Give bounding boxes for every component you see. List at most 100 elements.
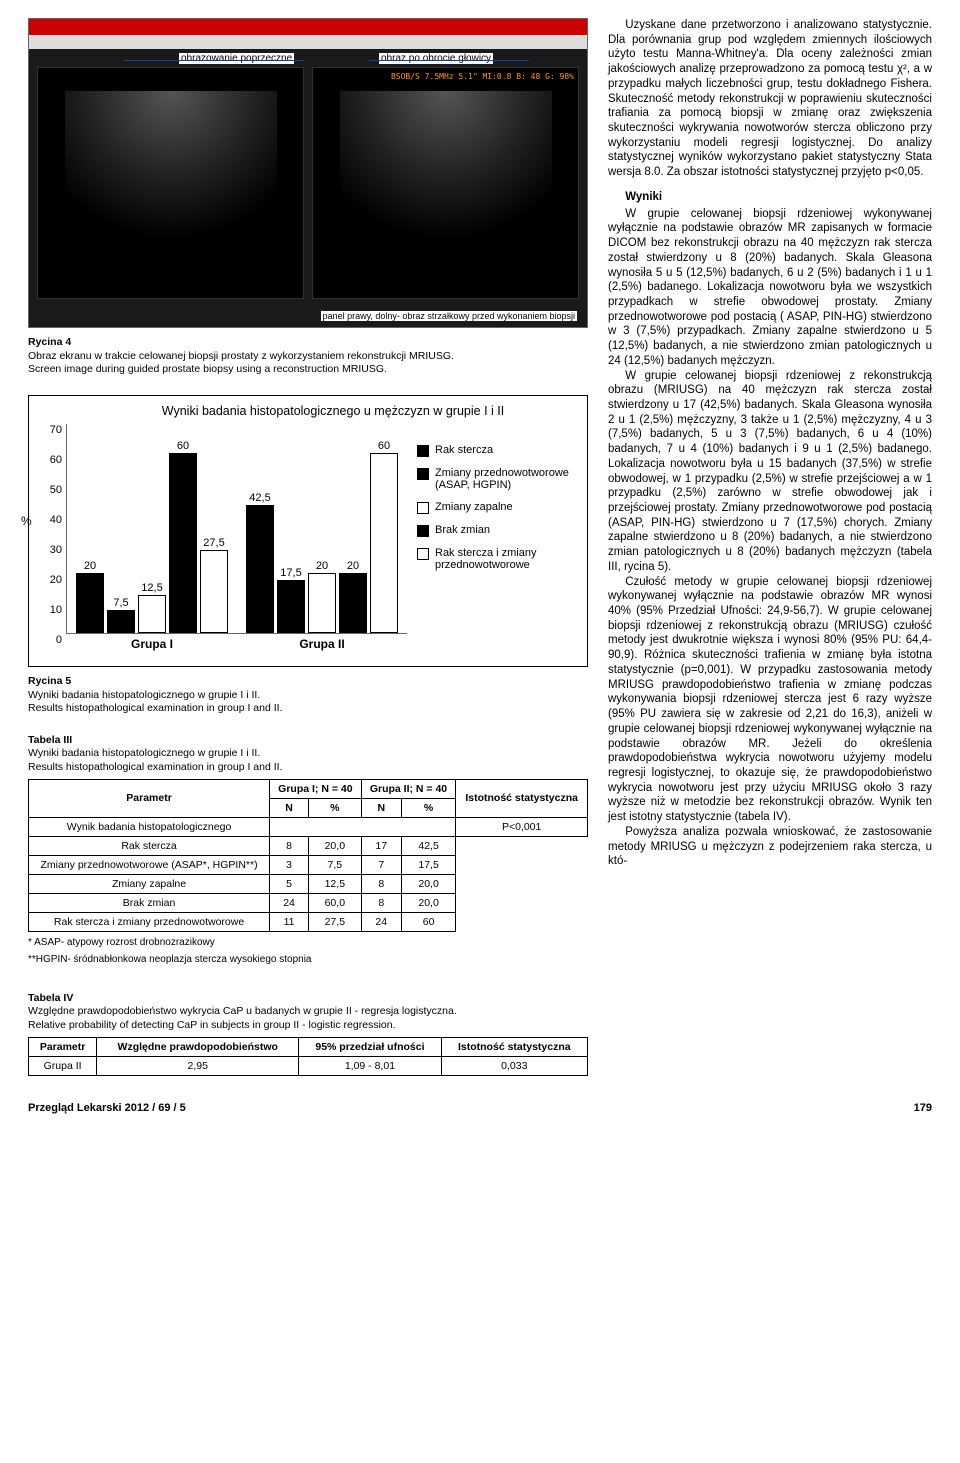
overlay-label-footer: panel prawy, dolny- obraz strzałkowy prz… xyxy=(321,311,577,321)
table-cell: 7,5 xyxy=(308,855,361,874)
bar-group: 42,517,5202060Grupa II xyxy=(237,424,407,633)
figure5-caption: Rycina 5 Wyniki badania histopatologiczn… xyxy=(28,675,588,716)
section-heading-results: Wyniki xyxy=(608,190,932,205)
table-cell: 8 xyxy=(270,836,309,855)
table3-footnote1: * ASAP- atypowy rozrost drobnozrazikowy xyxy=(28,936,588,949)
annotation-arrow xyxy=(124,60,304,61)
group-label: Grupa I xyxy=(67,637,237,651)
table3-h-sig: Istotność statystyczna xyxy=(456,779,588,817)
app-topbar xyxy=(29,19,587,35)
chart-legend: Rak stercza Zmiany przednowotworowe (ASAP… xyxy=(407,424,577,581)
chart-bar: 20 xyxy=(308,573,336,633)
table-cell: 20,0 xyxy=(308,836,361,855)
table3-sig: P<0,001 xyxy=(456,817,588,836)
figure5-caption-title: Rycina 5 xyxy=(28,675,71,687)
table-row: Brak zmian2460,0820,0 xyxy=(29,893,588,912)
figure5-caption-en: Results histopathological examination in… xyxy=(28,702,283,714)
figure4-caption: Rycina 4 Obraz ekranu w trakcie celowane… xyxy=(28,336,588,377)
table-row: Rak stercza820,01742,5 xyxy=(29,836,588,855)
y-tick: 20 xyxy=(50,574,62,586)
body-para: Powyższa analiza pozwala wnioskować, że … xyxy=(608,825,932,869)
table4-caption-title: Tabela IV xyxy=(28,992,73,1004)
chart-bar: 42,5 xyxy=(246,505,274,633)
body-para: Czułość metody w grupie celowanej biopsj… xyxy=(608,575,932,825)
table-cell: 20,0 xyxy=(401,874,455,893)
y-tick: 50 xyxy=(50,484,62,496)
annotation-arrow xyxy=(369,60,529,61)
legend-label: Rak stercza xyxy=(435,444,493,456)
table4: Parametr Względne prawdopodobieństwo 95%… xyxy=(28,1037,588,1076)
figure4-caption-title: Rycina 4 xyxy=(28,336,71,348)
table3-sub-n: N xyxy=(361,798,401,817)
table-cell: Zmiany przednowotworowe (ASAP*, HGPIN**) xyxy=(29,855,270,874)
bar-value-label: 60 xyxy=(177,440,189,452)
legend-item: Rak stercza xyxy=(417,444,577,457)
table4-h-ci: 95% przedział ufności xyxy=(299,1037,441,1056)
table-cell: 20,0 xyxy=(401,893,455,912)
table-cell: 24 xyxy=(361,912,401,931)
table-cell: 17 xyxy=(361,836,401,855)
table-row: Zmiany zapalne512,5820,0 xyxy=(29,874,588,893)
legend-swatch xyxy=(417,548,429,560)
chart-bar: 7,5 xyxy=(107,610,135,633)
legend-label: Brak zmian xyxy=(435,524,490,536)
table-cell: 12,5 xyxy=(308,874,361,893)
y-tick: 0 xyxy=(56,634,62,646)
table-cell: Brak zmian xyxy=(29,893,270,912)
ultrasound-panel-left xyxy=(37,67,304,299)
table-cell: Rak stercza i zmiany przednowotworowe xyxy=(29,912,270,931)
legend-item: Rak stercza i zmiany przednowotworowe xyxy=(417,547,577,571)
chart-bar: 12,5 xyxy=(138,595,166,633)
table4-h-param: Parametr xyxy=(29,1037,97,1056)
bar-value-label: 20 xyxy=(316,560,328,572)
y-tick: 70 xyxy=(50,424,62,436)
table3-h-g2: Grupa II; N = 40 xyxy=(361,779,456,798)
bar-value-label: 27,5 xyxy=(203,537,224,549)
bar-value-label: 20 xyxy=(84,560,96,572)
overlay-label-right: obraz po obrocie głowicy xyxy=(379,53,493,64)
table-cell: 3 xyxy=(270,855,309,874)
y-tick: 10 xyxy=(50,604,62,616)
figure4-caption-en: Screen image during guided prostate biop… xyxy=(28,363,387,375)
table3-section: Wynik badania histopatologicznego xyxy=(29,817,270,836)
table-cell: 5 xyxy=(270,874,309,893)
table-cell: 8 xyxy=(361,893,401,912)
legend-swatch xyxy=(417,468,429,480)
y-tick: 60 xyxy=(50,454,62,466)
table-cell: 60 xyxy=(401,912,455,931)
bar-value-label: 60 xyxy=(378,440,390,452)
table3-h-g1: Grupa I; N = 40 xyxy=(270,779,362,798)
ultrasound-panel-right: BSOB/S 7.5MHz 5.1" MI:0.8 B: 48 G: 98% xyxy=(312,67,579,299)
legend-swatch xyxy=(417,525,429,537)
table3: Parametr Grupa I; N = 40 Grupa II; N = 4… xyxy=(28,779,588,932)
table3-caption: Tabela III Wyniki badania histopatologic… xyxy=(28,734,588,775)
table3-h-param: Parametr xyxy=(29,779,270,817)
table4-row-ci: 1,09 - 8,01 xyxy=(299,1056,441,1075)
chart-y-axis: % 010203040506070 xyxy=(39,424,67,634)
bar-value-label: 20 xyxy=(347,560,359,572)
table-cell: 11 xyxy=(270,912,309,931)
table3-sub-pct: % xyxy=(308,798,361,817)
table-cell: Rak stercza xyxy=(29,836,270,855)
y-tick: 40 xyxy=(50,514,62,526)
table3-sub-n: N xyxy=(270,798,309,817)
app-menubar xyxy=(29,35,587,49)
footer-journal: Przegląd Lekarski 2012 / 69 / 5 xyxy=(28,1102,186,1114)
table-cell: 7 xyxy=(361,855,401,874)
chart-bar: 60 xyxy=(169,453,197,633)
bar-value-label: 12,5 xyxy=(141,582,162,594)
legend-item: Zmiany przednowotworowe (ASAP, HGPIN) xyxy=(417,467,577,491)
table-cell: 8 xyxy=(361,874,401,893)
legend-label: Zmiany zapalne xyxy=(435,501,513,513)
table-cell: Zmiany zapalne xyxy=(29,874,270,893)
bar-value-label: 42,5 xyxy=(249,492,270,504)
table-cell: 27,5 xyxy=(308,912,361,931)
table3-caption-en: Results histopathological examination in… xyxy=(28,761,283,773)
body-para: W grupie celowanej biopsji rdzeniowej wy… xyxy=(608,207,932,369)
footer-pagenum: 179 xyxy=(914,1102,932,1114)
table-row: Rak stercza i zmiany przednowotworowe112… xyxy=(29,912,588,931)
table4-caption: Tabela IV Względne prawdopodobieństwo wy… xyxy=(28,992,588,1033)
figure4-caption-pl: Obraz ekranu w trakcie celowanej biopsji… xyxy=(28,350,454,362)
table4-row-label: Grupa II xyxy=(29,1056,97,1075)
legend-swatch xyxy=(417,502,429,514)
